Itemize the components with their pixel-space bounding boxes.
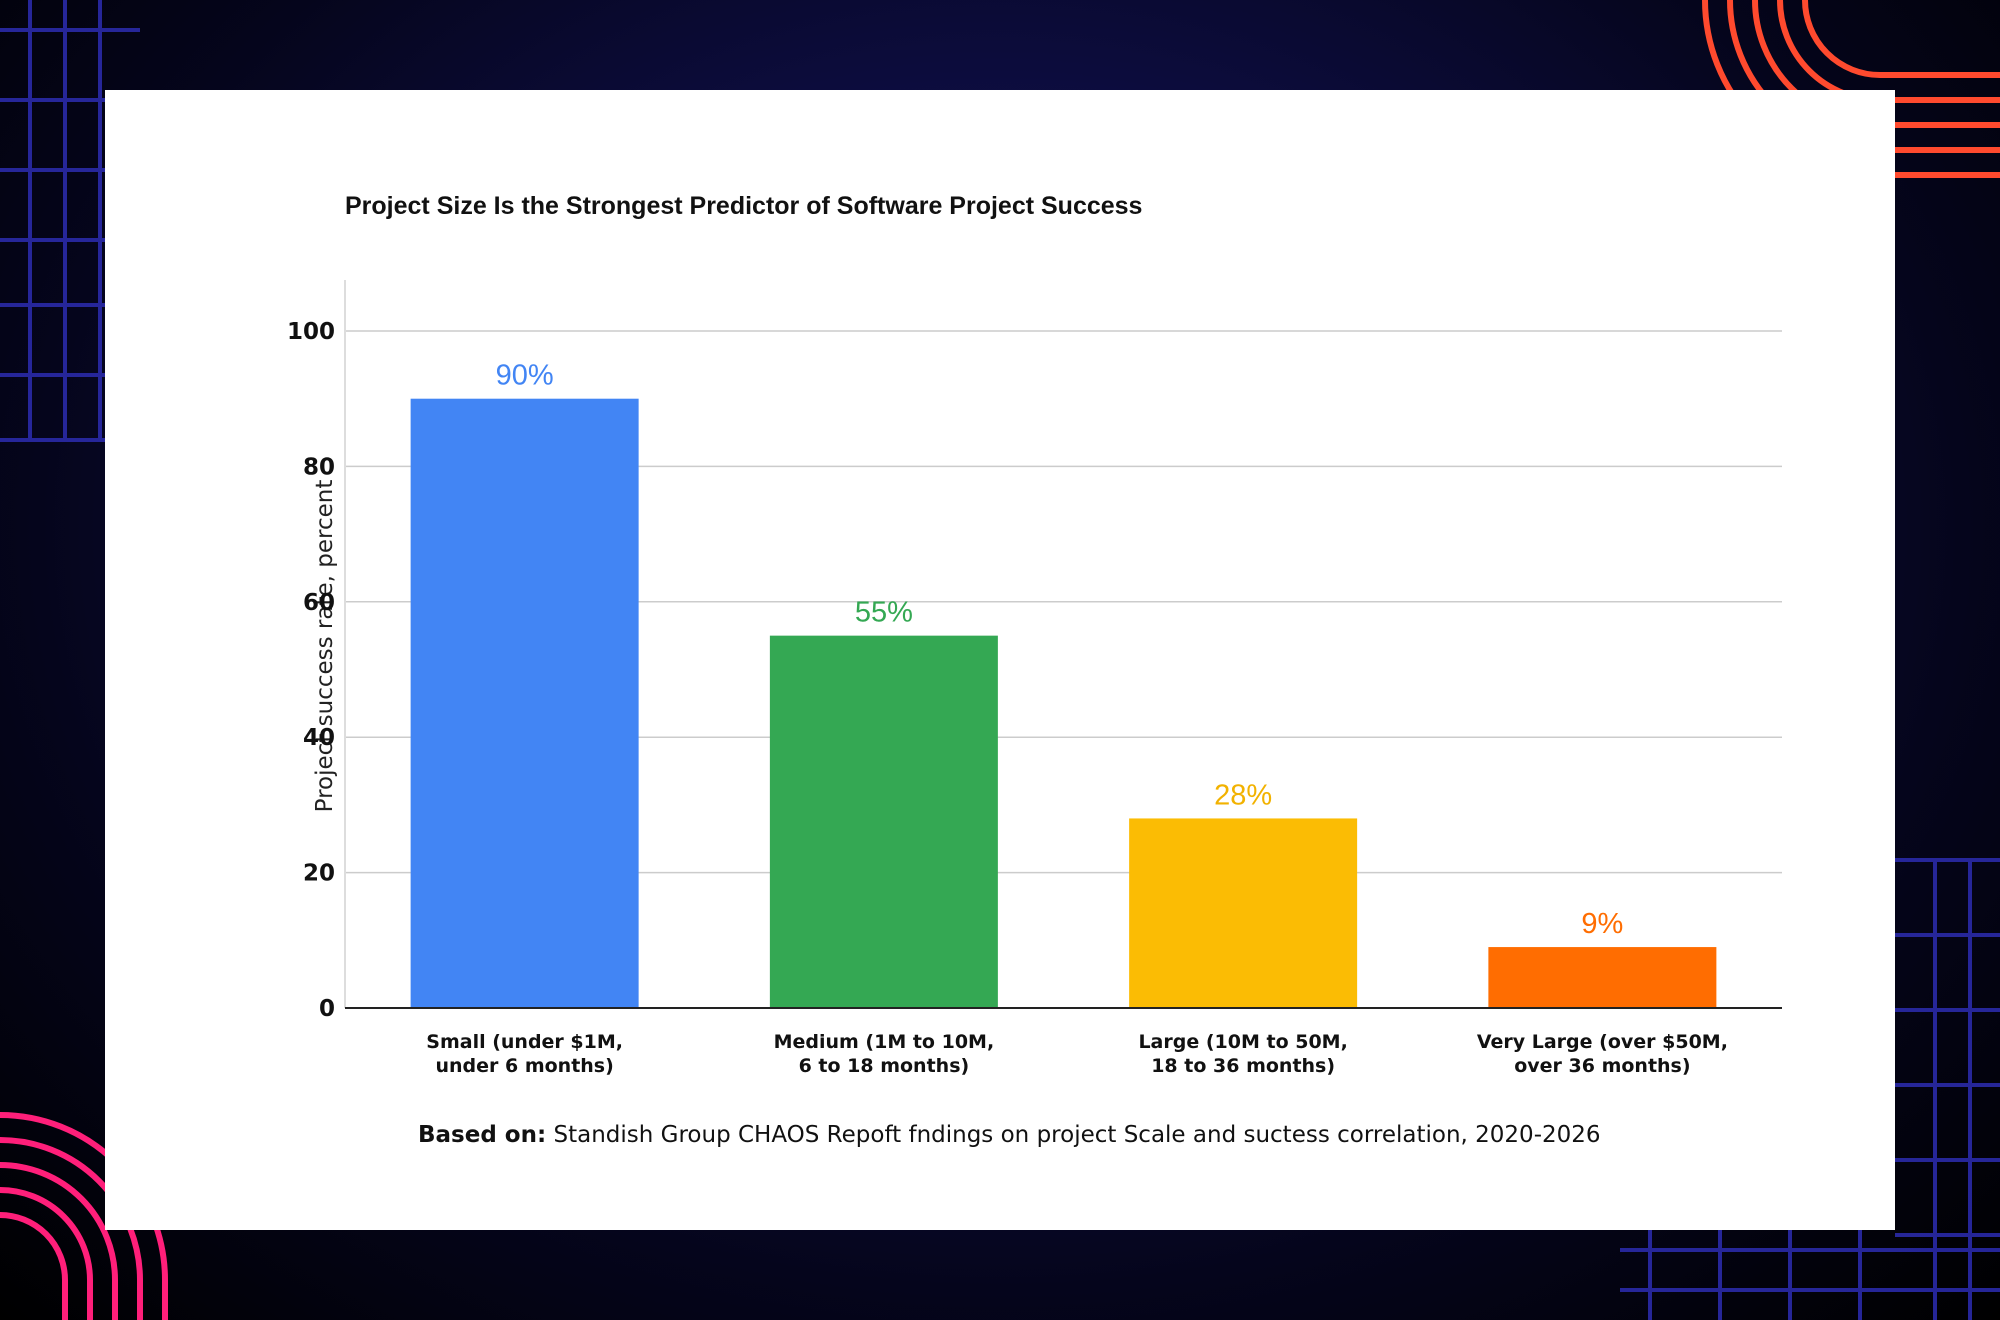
x-tick-label-1: Small (under $1M, under 6 months) [426, 1031, 623, 1077]
y-axis-ticks: 0 20 40 60 80 100 [287, 319, 335, 1022]
source-note: Based on: Standish Group CHAOS Repoft fn… [418, 1122, 1601, 1148]
y-axis-label: Project success rate, percent [312, 480, 338, 813]
bar-3 [1129, 818, 1358, 1008]
data-label-4: 9% [1581, 908, 1623, 940]
y-tick-label-0: 0 [319, 996, 335, 1022]
bar-1 [410, 398, 639, 1008]
data-label-2: 55% [855, 597, 913, 629]
bar-4 [1488, 947, 1717, 1008]
bars [410, 398, 1717, 1008]
data-label-3: 28% [1214, 779, 1272, 811]
x-tick-label-2: Medium (1M to 10M, 6 to 18 months) [774, 1031, 995, 1077]
y-tick-label-20: 20 [303, 861, 335, 887]
grid-pattern-bottom-right [1620, 858, 2000, 1320]
chart-card: Project Size Is the Strongest Predictor … [105, 90, 1895, 1230]
x-tick-label-4: Very Large (over $50M, over 36 months) [1477, 1031, 1728, 1077]
data-label-1: 90% [496, 360, 554, 392]
source-prefix: Based on: [418, 1122, 546, 1148]
y-tick-label-80: 80 [303, 454, 335, 480]
y-tick-label-60: 60 [303, 590, 335, 616]
data-labels: 90% 55% 28% 9% [496, 360, 1624, 940]
x-tick-label-3: Large (10M to 50M, 18 to 36 months) [1138, 1031, 1347, 1077]
y-tick-label-100: 100 [287, 319, 335, 345]
chart-title: Project Size Is the Strongest Predictor … [345, 192, 1142, 220]
x-axis-ticks: Small (under $1M, under 6 months) Medium (… [426, 1031, 1728, 1077]
bar-chart: Project Size Is the Strongest Predictor … [287, 192, 1782, 1148]
source-text: Standish Group CHAOS Repoft fndings on p… [546, 1122, 1600, 1148]
bar-2 [769, 635, 998, 1008]
y-tick-label-40: 40 [303, 725, 335, 751]
